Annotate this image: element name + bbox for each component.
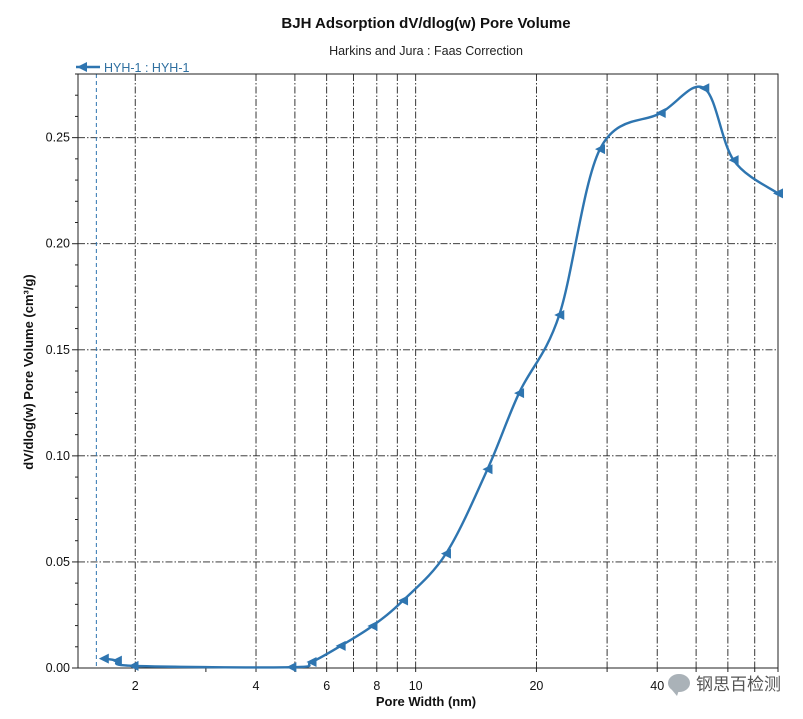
watermark: 钢思百检测: [668, 670, 781, 696]
data-point: [554, 309, 565, 320]
data-point: [482, 464, 493, 475]
y-tick-label: 0.15: [46, 343, 70, 357]
legend-label: HYH-1 : HYH-1: [104, 61, 189, 75]
data-point: [440, 548, 451, 559]
x-tick-label: 8: [373, 679, 380, 693]
y-tick-label: 0.05: [46, 555, 70, 569]
wechat-icon: [668, 673, 690, 696]
x-tick-label: 4: [253, 679, 260, 693]
data-point: [98, 653, 109, 664]
chart-subtitle: Harkins and Jura : Faas Correction: [329, 44, 523, 58]
watermark-text: 钢思百检测: [696, 675, 781, 695]
data-point: [286, 662, 297, 673]
data-point: [514, 388, 525, 399]
x-tick-label: 6: [323, 679, 330, 693]
x-axis-label: Pore Width (nm): [376, 694, 476, 709]
data-point: [111, 655, 122, 666]
data-point: [335, 640, 346, 651]
x-tick-label: 40: [650, 679, 664, 693]
data-point: [306, 657, 317, 668]
y-axis-label: dV/dlog(w) Pore Volume (cm³/g): [21, 274, 36, 469]
data-point: [128, 660, 139, 671]
x-tick-label: 2: [132, 679, 139, 693]
y-tick-label: 0.20: [46, 237, 70, 251]
data-point: [699, 83, 710, 94]
y-tick-labels: 0.00 0.05 0.10 0.15 0.20 0.25: [46, 131, 70, 675]
x-tick-labels: 2 4 6 8 10 20 40: [132, 679, 664, 693]
series-layer: [98, 83, 783, 673]
legend-marker: [77, 62, 87, 72]
data-point: [773, 188, 783, 199]
plot-frame: [77, 73, 779, 669]
y-tick-label: 0.25: [46, 131, 70, 145]
y-tick-label: 0.00: [46, 661, 70, 675]
x-tick-label: 10: [409, 679, 423, 693]
data-point: [594, 144, 605, 155]
grid-lines: [78, 74, 778, 668]
data-point: [655, 108, 666, 119]
data-point: [367, 620, 378, 631]
chart-title: BJH Adsorption dV/dlog(w) Pore Volume: [281, 15, 570, 32]
legend: HYH-1 : HYH-1: [76, 61, 189, 75]
y-tick-label: 0.10: [46, 449, 70, 463]
data-point: [398, 595, 409, 606]
data-point: [728, 155, 739, 166]
series-line: [102, 85, 780, 669]
x-tick-label: 20: [529, 679, 543, 693]
axis-ticks: [72, 73, 779, 672]
